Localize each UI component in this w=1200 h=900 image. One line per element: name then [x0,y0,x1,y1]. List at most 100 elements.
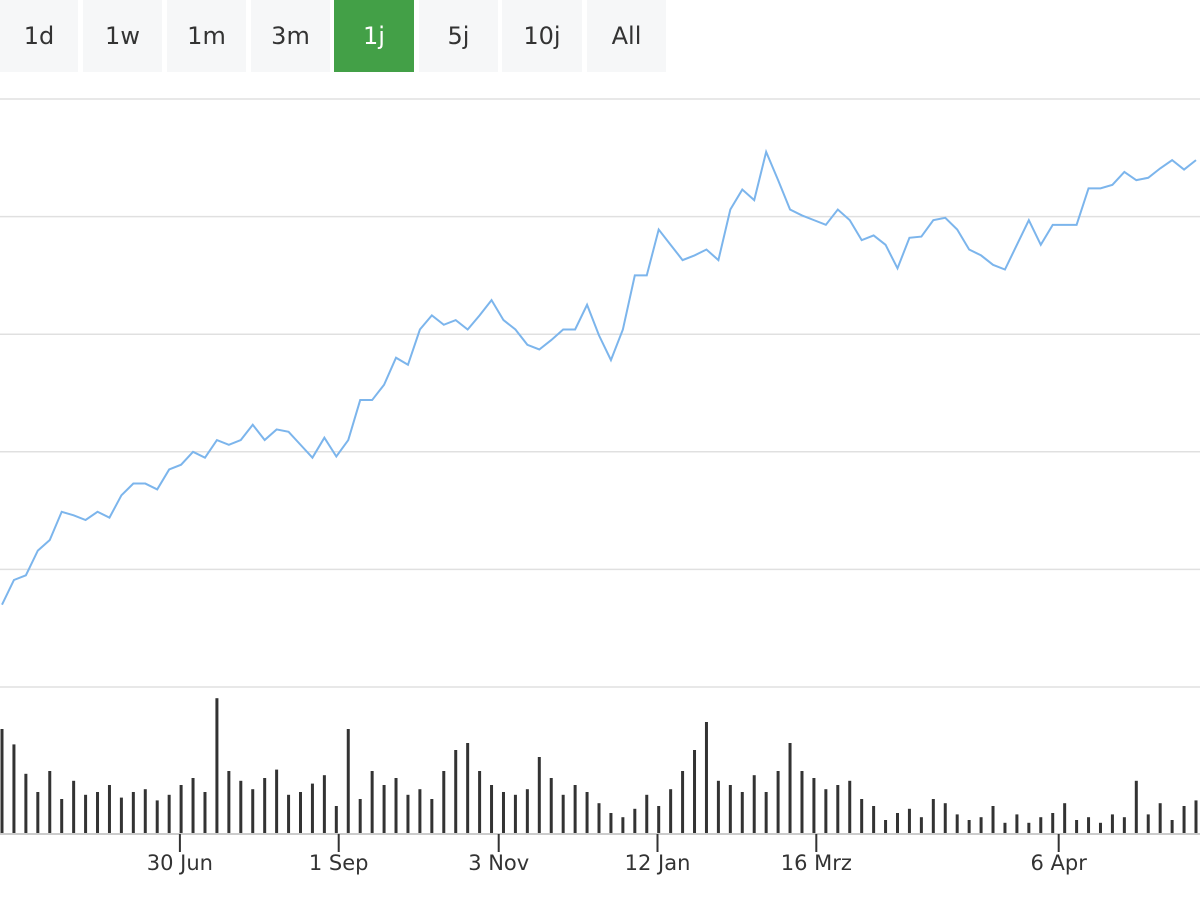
volume-bar [716,780,720,834]
volume-bar [525,789,529,834]
volume-bar [370,771,374,834]
volume-bar [836,785,840,834]
volume-bar [287,794,291,834]
volume-bar [633,808,637,834]
range-tab[interactable]: 1m [167,0,246,72]
volume-bar [812,778,816,834]
volume-bar [609,813,613,834]
volume-bar [1158,803,1162,834]
volume-bar [955,814,959,834]
volume-bar [60,799,64,834]
volume-bar [621,817,625,834]
volume-bar [848,780,852,834]
volume-bar [752,775,756,834]
volume-bar [1075,820,1079,834]
volume-bar [334,806,338,834]
range-tab[interactable]: 10j [502,0,582,72]
volume-bar [191,778,195,834]
volume-bar [322,775,326,834]
volume-bar [275,769,279,834]
volume-bar [394,778,398,834]
volume-bar [48,771,52,834]
volume-bar [1110,814,1114,834]
volume-bar [1063,803,1067,834]
volume-bar [645,794,649,834]
volume-bar [693,750,697,834]
volume-bar [788,743,792,834]
volume-bar [24,773,28,834]
volume-bar [1194,800,1198,834]
x-tick-label: 3 Nov [468,851,529,875]
volume-bar [764,792,768,834]
price-line [1,148,1197,606]
volume-bar [1051,813,1055,834]
volume-bar [549,778,553,834]
volume-bar [669,789,673,834]
volume-bar [299,792,302,834]
volume-bar [1170,820,1174,834]
volume-bar [251,789,255,834]
volume-bar [597,803,601,834]
volume-bar [657,806,661,834]
volume-bar [72,780,76,834]
range-tab[interactable]: All [587,0,666,72]
range-tab[interactable]: 1d [0,0,78,72]
volume-bar [382,785,386,834]
volume-bar [155,800,159,834]
volume-bar [1015,814,1019,834]
volume-bar [561,794,565,834]
volume-bar [0,729,4,834]
volume-bar [490,785,494,834]
volume-bar [991,806,995,834]
volume-bar [107,785,111,834]
volume-bar [800,771,804,834]
volume-bar [943,803,947,834]
volume-bar [131,792,135,834]
volume-bar [681,771,685,834]
volume-bar [728,785,732,834]
volume-bar [96,792,100,834]
volume-bar [466,743,470,834]
volume-bar [1182,806,1186,834]
volume-bar [179,785,183,834]
volume-bar [12,744,16,834]
volume-bar [513,794,517,834]
x-tick-label: 16 Mrz [781,851,852,875]
range-tab[interactable]: 5j [419,0,498,72]
volume-bar [1039,817,1043,834]
volume-bar [1146,814,1150,834]
volume-bar [215,698,219,834]
volume-bar [907,808,911,834]
x-tick-label: 30 Jun [147,851,213,875]
volume-bar [1122,817,1126,834]
volume-bar [919,817,923,834]
volume-bar [967,820,971,834]
volume-bar [585,792,589,834]
x-tick-label: 6 Apr [1031,851,1088,875]
volume-bar [430,799,434,834]
volume-bar [1003,822,1007,834]
volume-bar [776,771,780,834]
volume-bar [704,722,708,834]
volume-bar [36,792,40,834]
volume-bar [1134,780,1138,834]
volume-bar [896,813,899,834]
volume-bar [979,817,983,834]
volume-bar [573,785,577,834]
volume-bar [740,792,744,834]
volume-bar [931,799,935,834]
volume-bar [167,794,171,834]
volume-bar [1098,822,1102,834]
x-tick-label: 12 Jan [625,851,691,875]
volume-bar [239,780,243,834]
volume-bar [418,789,422,834]
range-tab[interactable]: 1j [334,0,414,72]
range-tab[interactable]: 1w [83,0,162,72]
volume-bar [346,729,350,834]
range-tab[interactable]: 3m [251,0,330,72]
volume-bar [119,797,123,834]
volume-bar [203,792,207,834]
volume-bar [478,771,482,834]
